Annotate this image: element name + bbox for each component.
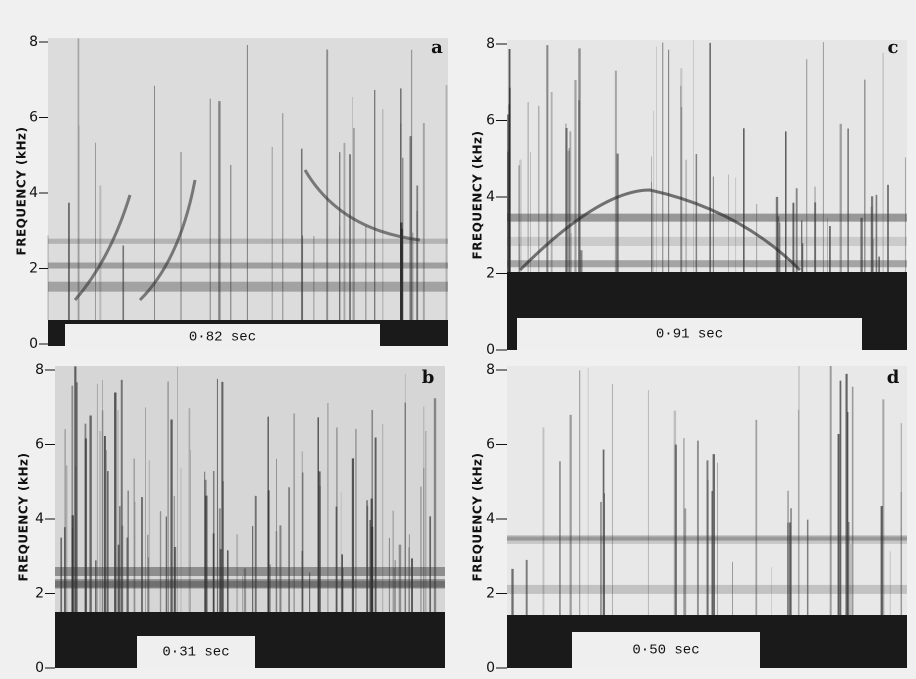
y-axis-label: FREQUENCY (kHz) (15, 127, 29, 256)
panel-label: c (888, 37, 899, 58)
harmonic-band (507, 260, 907, 267)
harmonic-band (507, 585, 907, 594)
y-tick-label: 8 (486, 36, 495, 52)
spectrogram-panel: 0·82 sec a 0 2 4 6 8 FREQUENCY (kHz) (15, 34, 449, 352)
y-tick-label: 0 (35, 660, 44, 676)
spectrogram-panel: 0·50 sec d 0 2 4 6 8 FREQUENCY (kHz) (471, 362, 908, 676)
y-tick-label: 4 (29, 185, 38, 201)
duration-label: 0·82 sec (189, 330, 256, 346)
y-tick-label: 4 (486, 511, 495, 527)
y-tick-label: 2 (486, 266, 495, 282)
y-tick-label: 2 (486, 586, 495, 602)
y-tick-label: 6 (35, 437, 44, 453)
spectrogram-panel: 0·31 sec b 0 2 4 6 8 FREQUENCY (kHz) (17, 362, 446, 676)
spectrogram (48, 38, 448, 344)
y-tick-label: 4 (35, 511, 44, 527)
spectrogram-panel: 0·91 sec c 0 2 4 6 8 FREQUENCY (kHz) (471, 36, 908, 358)
duration-label: 0·91 sec (656, 327, 723, 343)
harmonic-band (507, 535, 907, 540)
y-tick-label: 0 (486, 342, 495, 358)
harmonic-band (48, 263, 448, 269)
y-axis-label: FREQUENCY (kHz) (17, 453, 31, 582)
figure: 0·82 sec a 0 2 4 6 8 FREQUENCY (kHz) 0·31 sec b 0 2… (0, 0, 916, 679)
harmonic-band (507, 214, 907, 222)
duration-label: 0·50 sec (632, 643, 699, 659)
y-tick-label: 2 (35, 586, 44, 602)
y-tick-label: 8 (35, 362, 44, 378)
harmonic-band (507, 237, 907, 246)
panel-label: b (422, 367, 435, 388)
harmonic-band (48, 239, 448, 244)
harmonic-band (55, 581, 445, 587)
y-tick-label: 2 (29, 261, 38, 277)
y-tick-label: 6 (486, 113, 495, 129)
y-tick-label: 0 (29, 336, 38, 352)
y-tick-label: 0 (486, 660, 495, 676)
harmonic-band (55, 567, 445, 576)
y-tick-label: 8 (486, 362, 495, 378)
y-axis-label: FREQUENCY (kHz) (471, 453, 485, 582)
y-tick-label: 8 (29, 34, 38, 50)
y-axis-label: FREQUENCY (kHz) (471, 131, 485, 260)
panel-label: d (887, 367, 900, 388)
y-tick-label: 6 (29, 110, 38, 126)
harmonic-band (48, 282, 448, 292)
duration-label: 0·31 sec (162, 645, 229, 661)
y-tick-label: 4 (486, 189, 495, 205)
panel-label: a (431, 37, 443, 58)
y-tick-label: 6 (486, 437, 495, 453)
